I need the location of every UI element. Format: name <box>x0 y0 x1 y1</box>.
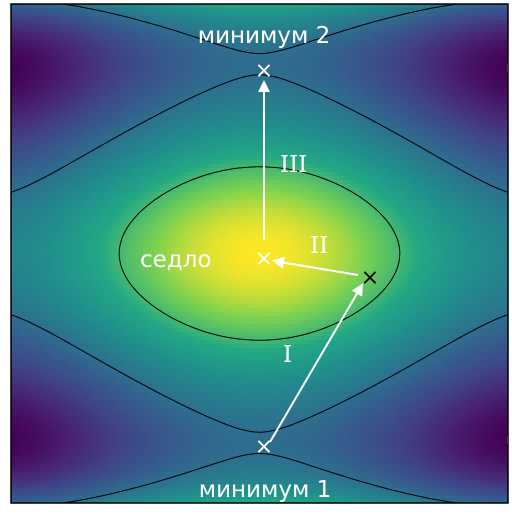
minimum-2-label: минимум 2 <box>198 23 331 49</box>
minimum-2-marker: × <box>255 59 273 84</box>
arrow-step-1 <box>269 283 364 443</box>
color-field <box>11 4 508 503</box>
step-1-label: I <box>283 342 292 368</box>
minimum-1-marker: × <box>255 435 273 460</box>
contour-lines <box>11 4 508 503</box>
plot-frame <box>10 3 509 504</box>
step-2-label: II <box>310 233 328 259</box>
minimum-1-label: минимум 1 <box>199 477 332 503</box>
saddle-label: седло <box>140 247 211 273</box>
step-3-label: III <box>280 152 307 178</box>
potential-surface <box>11 4 508 503</box>
saddle-marker: × <box>255 247 273 272</box>
intermediate-point-marker: × <box>361 266 379 291</box>
arrow-step-2 <box>272 256 359 276</box>
contour-path <box>11 4 508 503</box>
